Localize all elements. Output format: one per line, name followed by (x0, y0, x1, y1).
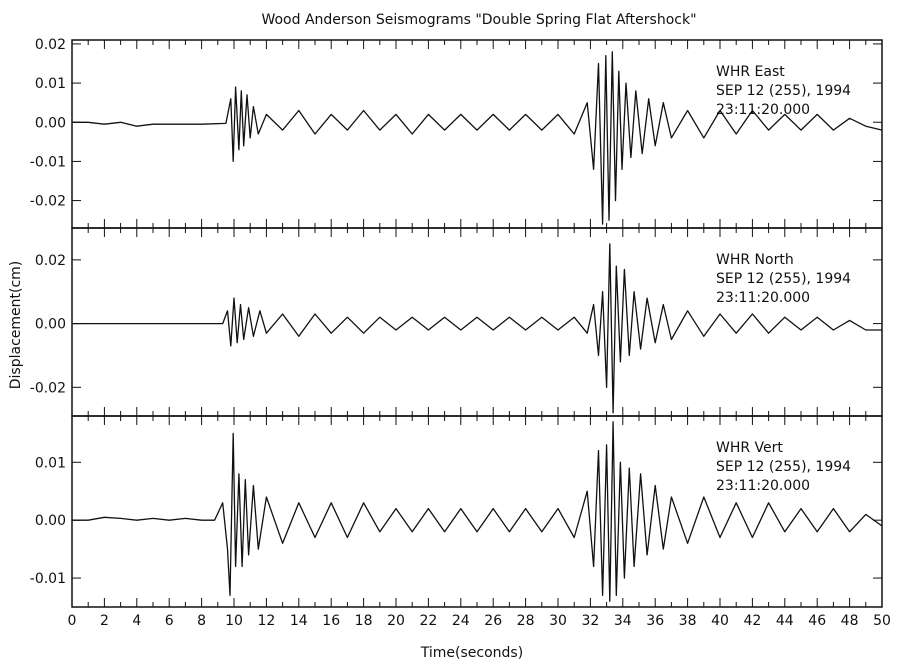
date-label: SEP 12 (255), 1994 (716, 459, 851, 475)
station-label: WHR Vert (716, 440, 783, 456)
y-tick-label: -0.02 (30, 380, 66, 396)
x-tick-label: 32 (581, 613, 599, 629)
x-tick-label: 12 (257, 613, 275, 629)
series-line-1-0 (72, 243, 882, 414)
x-tick-label: 8 (197, 613, 206, 629)
time-label: 23:11:20.000 (716, 478, 810, 494)
x-tick-label: 38 (679, 613, 697, 629)
date-label: SEP 12 (255), 1994 (716, 271, 851, 287)
y-tick-label: 0.00 (35, 317, 66, 333)
x-tick-label: 50 (873, 613, 891, 629)
y-tick-label: -0.02 (30, 194, 66, 210)
chart-title: Wood Anderson Seismograms "Double Spring… (261, 12, 696, 28)
y-tick-label: 0.02 (35, 37, 66, 53)
x-tick-label: 42 (743, 613, 761, 629)
series-line-0-0 (72, 51, 883, 225)
x-tick-label: 30 (549, 613, 567, 629)
x-tick-label: 34 (614, 613, 632, 629)
station-label: WHR East (716, 64, 785, 80)
x-tick-label: 6 (165, 613, 174, 629)
x-tick-label: 22 (419, 613, 437, 629)
y-tick-label: 0.00 (35, 115, 66, 131)
x-tick-label: 18 (355, 613, 373, 629)
x-tick-label: 24 (452, 613, 470, 629)
date-label: SEP 12 (255), 1994 (716, 83, 851, 99)
y-tick-label: 0.00 (35, 513, 66, 529)
x-tick-label: 44 (776, 613, 794, 629)
station-label: WHR North (716, 252, 794, 268)
x-tick-label: 16 (322, 613, 340, 629)
time-label: 23:11:20.000 (716, 102, 810, 118)
x-tick-label: 48 (841, 613, 859, 629)
x-tick-label: 14 (290, 613, 308, 629)
y-tick-label: -0.01 (30, 571, 66, 587)
x-tick-label: 28 (517, 613, 535, 629)
x-tick-label: 4 (132, 613, 141, 629)
y-tick-label: -0.01 (30, 154, 66, 170)
y-tick-label: 0.02 (35, 253, 66, 269)
y-tick-label: 0.01 (35, 455, 66, 471)
x-tick-label: 20 (387, 613, 405, 629)
series-line-2-0 (72, 421, 883, 602)
time-label: 23:11:20.000 (716, 290, 810, 306)
panels-group: 0.02 0.01 0.00 -0.01 -0.02 WHR East SEP 12 (25… (30, 37, 891, 629)
x-tick-label: 26 (484, 613, 502, 629)
x-tick-label: 10 (225, 613, 243, 629)
x-tick-label: 2 (100, 613, 109, 629)
x-tick-label: 36 (646, 613, 664, 629)
y-axis-label: Displacement(cm) (8, 261, 24, 390)
y-tick-label: 0.01 (35, 76, 66, 92)
x-tick-label: 46 (808, 613, 826, 629)
x-axis-label: Time(seconds) (420, 645, 523, 661)
x-tick-label: 40 (711, 613, 729, 629)
x-tick-label: 0 (68, 613, 77, 629)
